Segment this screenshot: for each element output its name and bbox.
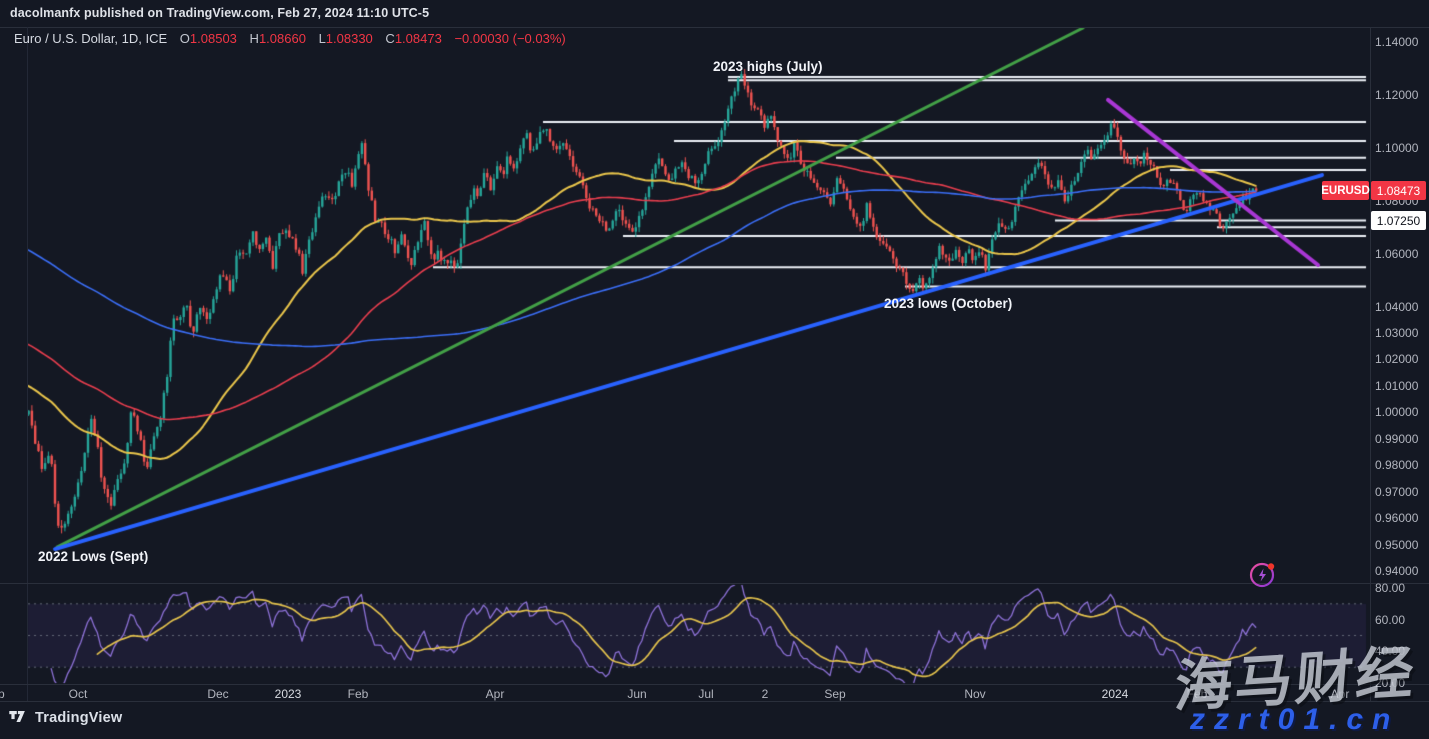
- close-value: 1.08473: [394, 31, 442, 46]
- open-letter: O: [179, 31, 190, 46]
- high-value: 1.08660: [258, 31, 306, 46]
- price-axis-label: 1.14000: [1375, 35, 1419, 49]
- price-axis-label: 1.02000: [1375, 352, 1419, 367]
- price-axis-label: 0.94000: [1375, 564, 1419, 578]
- frame-top-divider: [0, 27, 1429, 28]
- time-axis-label: Sep: [0, 687, 5, 701]
- time-axis-label: Feb: [347, 687, 369, 701]
- high-letter: H: [249, 31, 259, 46]
- last-price-badge: 1.08473: [1371, 181, 1426, 200]
- change-value: −0.00030 (−0.03%): [454, 31, 566, 46]
- low-value: 1.08330: [325, 31, 373, 46]
- time-axis-label: Feb: [1186, 687, 1208, 701]
- tradingview-logo-icon: [9, 710, 25, 722]
- price-axis-label: 1.12000: [1375, 87, 1419, 102]
- footer-brand[interactable]: TradingView: [9, 710, 122, 726]
- time-axis-label: Jul: [698, 687, 714, 701]
- indicator-axis-label: 20.00: [1375, 675, 1406, 690]
- open-value: 1.08503: [189, 31, 237, 46]
- time-axis-label: Apr: [485, 687, 505, 701]
- time-axis-label: 2: [761, 687, 769, 701]
- symbol-price-badge: EURUSD: [1321, 181, 1370, 200]
- indicator-axis-label: 60.00: [1375, 612, 1406, 627]
- time-axis-label: 2024: [1101, 687, 1129, 701]
- price-axis-label: 0.98000: [1375, 458, 1419, 473]
- watermark-url: zzrt01.cn: [1190, 703, 1400, 736]
- price-axis-label: 1.06000: [1375, 246, 1419, 261]
- tradingview-brand-text: TradingView: [35, 710, 123, 726]
- close-letter: C: [385, 31, 395, 46]
- lightning-icon[interactable]: [1248, 559, 1278, 589]
- time-axis-label: Nov: [964, 687, 986, 701]
- time-axis-label: 2023: [274, 687, 302, 701]
- chart-annotation[interactable]: 2022 Lows (Sept): [38, 549, 149, 564]
- pane-divider[interactable]: [0, 583, 1429, 584]
- symbol-legend[interactable]: Euro / U.S. Dollar, 1D, ICE O1.08503 H1.…: [14, 31, 566, 46]
- frame-bottom-divider: [0, 701, 1429, 702]
- price-axis-label: 0.96000: [1375, 511, 1419, 526]
- time-axis-divider[interactable]: [0, 684, 1429, 685]
- price-axis-label: 1.00000: [1375, 405, 1419, 420]
- time-axis-label: Jun: [627, 687, 647, 701]
- indicator-axis-label: 80.00: [1375, 581, 1406, 595]
- time-axis-label: Oct: [68, 687, 88, 701]
- level-price-badge: 1.07250: [1371, 211, 1426, 230]
- price-axis-label: 0.95000: [1375, 537, 1419, 552]
- time-axis-label: Sep: [824, 687, 846, 701]
- indicator-axis-label: 40.00: [1375, 644, 1406, 659]
- price-axis-label: 1.01000: [1375, 378, 1419, 393]
- attribution-text: dacolmanfx published on TradingView.com,…: [10, 6, 430, 20]
- chart-annotation[interactable]: 2023 highs (July): [713, 59, 823, 74]
- time-axis-label: Apr: [1330, 687, 1350, 701]
- symbol-title: Euro / U.S. Dollar, 1D, ICE: [14, 31, 168, 46]
- price-axis-label: 0.97000: [1375, 484, 1419, 499]
- price-axis-label: 1.04000: [1375, 299, 1419, 314]
- price-axis-label: 0.99000: [1375, 431, 1419, 446]
- frame-left-divider: [27, 27, 28, 701]
- price-axis-divider[interactable]: [1370, 27, 1371, 701]
- price-axis-label: 1.10000: [1375, 140, 1419, 155]
- low-letter: L: [318, 31, 326, 46]
- price-axis-label: 1.03000: [1375, 325, 1419, 340]
- chart-annotation[interactable]: 2023 lows (October): [884, 296, 1013, 311]
- time-axis-label: Dec: [207, 687, 229, 701]
